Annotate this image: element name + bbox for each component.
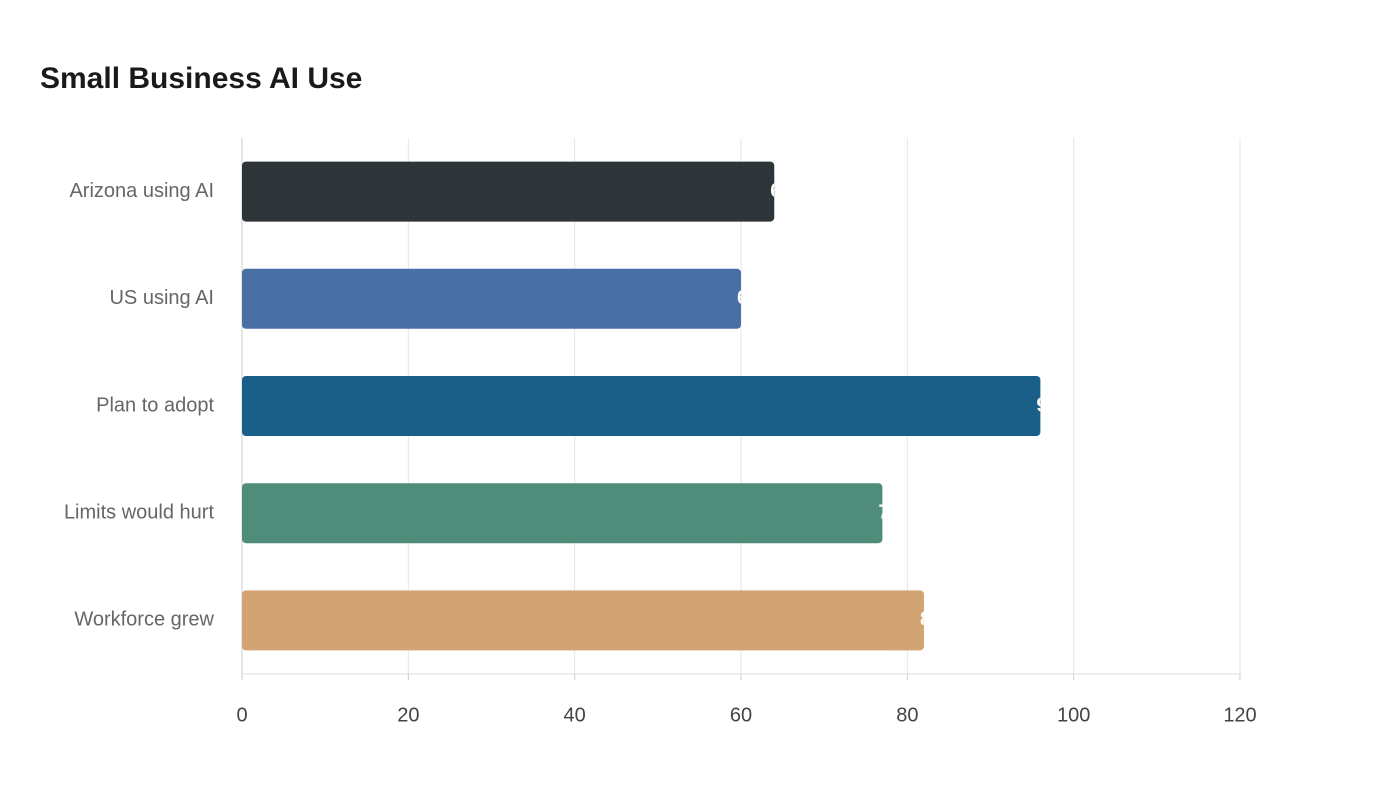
x-tick-label: 20	[397, 704, 419, 726]
bar	[242, 483, 883, 544]
bar	[242, 590, 924, 651]
y-tick-label: Arizona using AI	[69, 180, 214, 202]
x-tick-label: 100	[1057, 704, 1090, 726]
value-label: 64	[770, 180, 793, 202]
y-tick-label: Limits would hurt	[64, 501, 215, 523]
y-tick-label: US using AI	[109, 287, 214, 309]
y-tick-label: Workforce grew	[74, 609, 214, 631]
chart-title: Small Business AI Use	[40, 62, 362, 95]
value-label: 60	[737, 287, 759, 309]
value-label: 82	[920, 609, 942, 631]
value-label: 77	[878, 501, 900, 523]
bar	[242, 161, 775, 222]
y-tick-label: Plan to adopt	[96, 394, 214, 416]
value-label: 96	[1036, 394, 1058, 416]
x-tick-label: 40	[564, 704, 586, 726]
x-tick-label: 120	[1223, 704, 1256, 726]
bar	[242, 376, 1041, 436]
x-tick-label: 80	[896, 704, 918, 726]
bar	[242, 268, 741, 329]
x-tick-label: 0	[236, 704, 247, 726]
x-tick-label: 60	[730, 704, 752, 726]
